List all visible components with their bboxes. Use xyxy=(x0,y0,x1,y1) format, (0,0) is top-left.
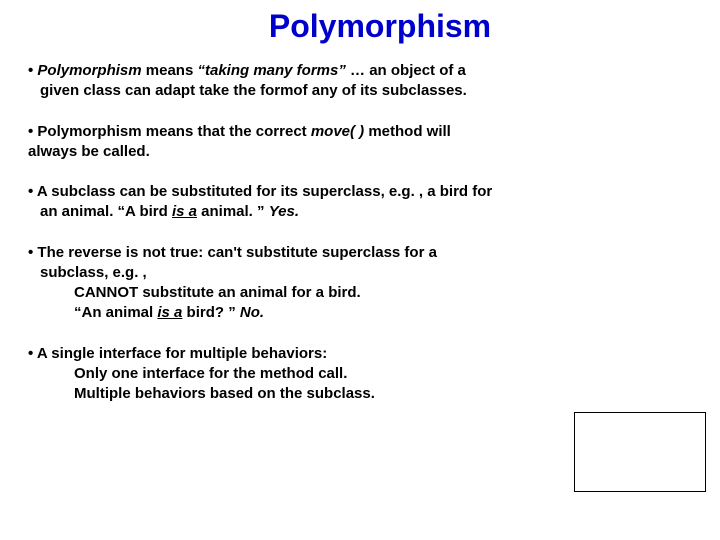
is-a-phrase: is a xyxy=(157,304,182,321)
text: • Polymorphism means that the correct xyxy=(28,123,311,140)
bullet-3-line-1: • A subclass can be substituted for its … xyxy=(28,182,692,202)
bullet-marker: • xyxy=(28,62,37,79)
bullet-4-line-4: “An animal is a bird? ” No. xyxy=(28,303,692,323)
bullet-3: • A subclass can be substituted for its … xyxy=(28,182,692,223)
bullet-4-line-2: subclass, e.g. , xyxy=(28,263,692,283)
text: … an object of a xyxy=(346,62,466,79)
text: animal. ” xyxy=(197,203,269,220)
bullet-5-line-1: • A single interface for multiple behavi… xyxy=(28,344,692,364)
answer-yes: Yes. xyxy=(269,203,299,220)
empty-box xyxy=(574,412,706,492)
text: means xyxy=(142,62,198,79)
term-polymorphism: Polymorphism xyxy=(37,62,141,79)
is-a-phrase: is a xyxy=(172,203,197,220)
text: method will xyxy=(364,123,451,140)
bullet-3-line-2: an animal. “A bird is a animal. ” Yes. xyxy=(28,202,692,222)
bullet-5-line-2: Only one interface for the method call. xyxy=(28,364,692,384)
bullet-1-line-2: given class can adapt take the formof an… xyxy=(28,81,692,101)
slide: Polymorphism • Polymorphism means “takin… xyxy=(0,0,720,540)
bullet-4-line-3: CANNOT substitute an animal for a bird. xyxy=(28,283,692,303)
bullet-2-line-1: • Polymorphism means that the correct mo… xyxy=(28,122,692,142)
bullet-1: • Polymorphism means “taking many forms”… xyxy=(28,61,692,102)
bullet-2-line-2: always be called. xyxy=(28,142,692,162)
bullet-4-line-1: • The reverse is not true: can't substit… xyxy=(28,243,692,263)
bullet-5: • A single interface for multiple behavi… xyxy=(28,344,692,405)
method-move: move( ) xyxy=(311,123,364,140)
bullet-5-line-3: Multiple behaviors based on the subclass… xyxy=(28,384,692,404)
text: bird? ” xyxy=(182,304,240,321)
bullet-4: • The reverse is not true: can't substit… xyxy=(28,243,692,324)
quote-taking-many-forms: “taking many forms” xyxy=(197,62,345,79)
text: an animal. “A bird xyxy=(40,203,172,220)
text: “An animal xyxy=(74,304,157,321)
bullet-2: • Polymorphism means that the correct mo… xyxy=(28,122,692,163)
slide-title: Polymorphism xyxy=(28,8,692,45)
bullet-1-line-1: • Polymorphism means “taking many forms”… xyxy=(28,61,692,81)
answer-no: No. xyxy=(240,304,264,321)
